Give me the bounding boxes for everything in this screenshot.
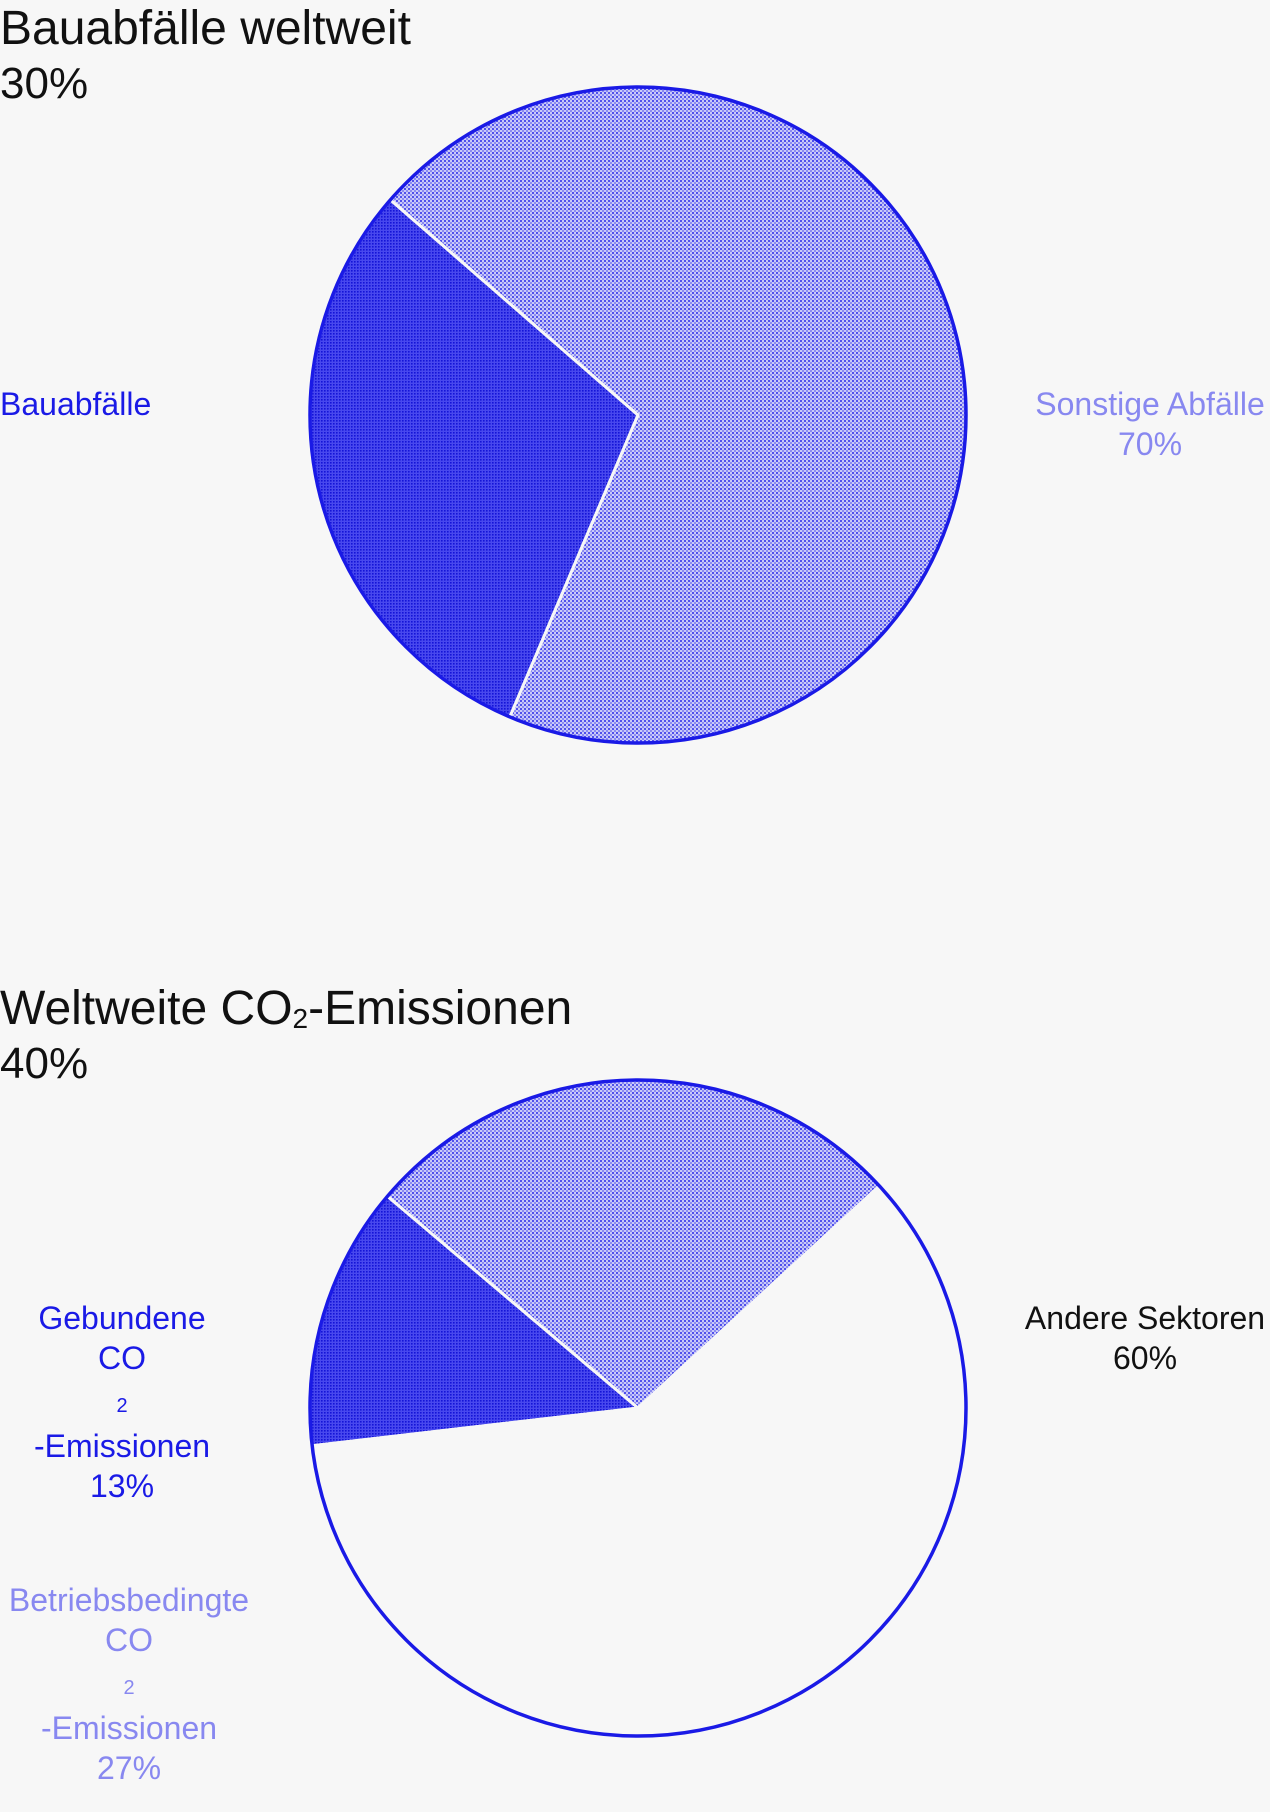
slice-value: 70%: [1117, 426, 1183, 462]
slice-name: Andere Sektoren: [1024, 1300, 1266, 1336]
co-text: CO: [105, 1622, 153, 1658]
subscript-two: 2: [116, 1395, 128, 1417]
chart-bauabfaelle: Bauabfälle weltweit 30% Bauabfälle Sonst…: [0, 0, 1270, 900]
title-text: Weltweite CO: [0, 982, 293, 1035]
title-text-suffix: -Emissionen: [308, 982, 573, 1035]
slice-value: 13%: [89, 1468, 155, 1504]
title-subscript: 2: [292, 1003, 309, 1034]
subscript-two: 2: [123, 1677, 135, 1699]
emissionen-text: -Emissionen: [40, 1710, 218, 1746]
pie-chart-co2-emissionen: [308, 1078, 968, 1738]
headline-value: 30%: [0, 59, 89, 108]
pie-chart-bauabfaelle: [308, 85, 968, 745]
slice-label-andere-sektoren: Andere Sektoren 60%: [1010, 1298, 1270, 1378]
emissionen-text: -Emissionen: [33, 1428, 211, 1464]
slice-value: 60%: [1112, 1340, 1178, 1376]
slice-name-line2: CO 2 -Emissionen: [0, 1620, 258, 1748]
slice-name: Sonstige Abfälle: [1035, 386, 1265, 422]
chart-co2-emissionen: Weltweite CO2-Emissionen 40% Gebundene C…: [0, 980, 1270, 1812]
pie-outline: [308, 85, 968, 745]
slice-name-line1: Gebundene: [38, 1300, 206, 1336]
chart-title: Bauabfälle weltweit: [0, 2, 411, 55]
co-text: CO: [98, 1340, 146, 1376]
pie-outline: [308, 1078, 968, 1738]
slice-label-gebundene: Gebundene CO 2 -Emissionen 13%: [0, 1298, 244, 1506]
slice-label-sonstige-abfaelle: Sonstige Abfälle 70%: [1020, 384, 1270, 464]
headline-value: 40%: [0, 1039, 89, 1088]
slice-name-line2: CO 2 -Emissionen: [0, 1338, 244, 1466]
chart-title: Weltweite CO2-Emissionen: [0, 980, 572, 1048]
slice-value: 27%: [96, 1750, 162, 1786]
slice-name-line1: Betriebsbedingte: [8, 1582, 250, 1618]
slice-label-bauabfaelle: Bauabfälle: [0, 384, 151, 424]
slice-label-betriebsbedingte: Betriebsbedingte CO 2 -Emissionen 27%: [0, 1580, 258, 1788]
slice-name: Bauabfälle: [0, 386, 152, 422]
